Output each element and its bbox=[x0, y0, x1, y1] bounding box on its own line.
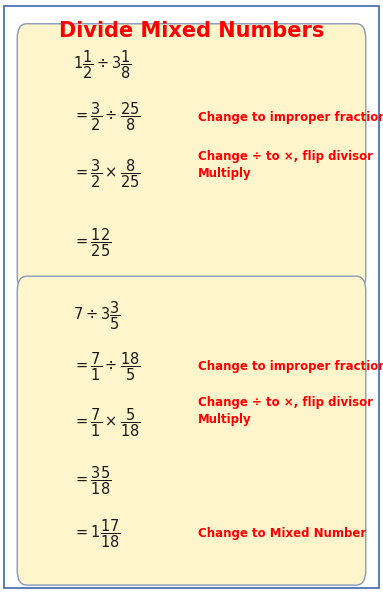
Text: $= \dfrac{3}{2} \times \dfrac{8}{25}$: $= \dfrac{3}{2} \times \dfrac{8}{25}$ bbox=[73, 158, 141, 190]
Text: Divide Mixed Numbers: Divide Mixed Numbers bbox=[59, 21, 324, 41]
FancyBboxPatch shape bbox=[17, 276, 366, 585]
Text: $= 1\dfrac{17}{18}$: $= 1\dfrac{17}{18}$ bbox=[73, 517, 121, 550]
Text: $= \dfrac{12}{25}$: $= \dfrac{12}{25}$ bbox=[73, 227, 111, 259]
Text: Change ÷ to ×, flip divisor
Multiply: Change ÷ to ×, flip divisor Multiply bbox=[198, 396, 373, 426]
Text: $7 \div 3\dfrac{3}{5}$: $7 \div 3\dfrac{3}{5}$ bbox=[73, 300, 121, 333]
Text: Change ÷ to ×, flip divisor
Multiply: Change ÷ to ×, flip divisor Multiply bbox=[198, 150, 373, 179]
Text: Change to improper fractions: Change to improper fractions bbox=[198, 360, 383, 373]
Text: $1\dfrac{1}{2} \div 3\dfrac{1}{8}$: $1\dfrac{1}{2} \div 3\dfrac{1}{8}$ bbox=[73, 49, 132, 81]
FancyBboxPatch shape bbox=[17, 24, 366, 291]
Text: $= \dfrac{3}{2} \div \dfrac{25}{8}$: $= \dfrac{3}{2} \div \dfrac{25}{8}$ bbox=[73, 101, 141, 133]
Text: Change to Mixed Number: Change to Mixed Number bbox=[198, 527, 366, 541]
Text: $= \dfrac{35}{18}$: $= \dfrac{35}{18}$ bbox=[73, 465, 111, 497]
Text: Change to improper fractions: Change to improper fractions bbox=[198, 110, 383, 124]
Text: $= \dfrac{7}{1} \div \dfrac{18}{5}$: $= \dfrac{7}{1} \div \dfrac{18}{5}$ bbox=[73, 350, 141, 383]
Text: $= \dfrac{7}{1} \times \dfrac{5}{18}$: $= \dfrac{7}{1} \times \dfrac{5}{18}$ bbox=[73, 406, 141, 438]
